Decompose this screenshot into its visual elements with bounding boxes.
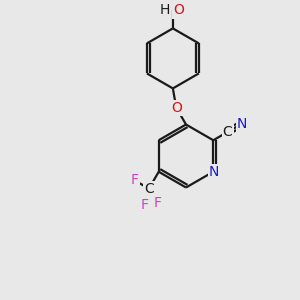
Text: F: F	[153, 196, 161, 210]
Text: O: O	[173, 3, 184, 17]
Text: N: N	[209, 165, 219, 179]
Text: F: F	[141, 198, 149, 212]
Text: F: F	[131, 173, 139, 188]
Text: H: H	[159, 3, 170, 17]
Text: O: O	[171, 100, 182, 115]
Text: N: N	[237, 117, 247, 131]
Text: C: C	[144, 182, 154, 196]
Text: C: C	[223, 125, 232, 139]
